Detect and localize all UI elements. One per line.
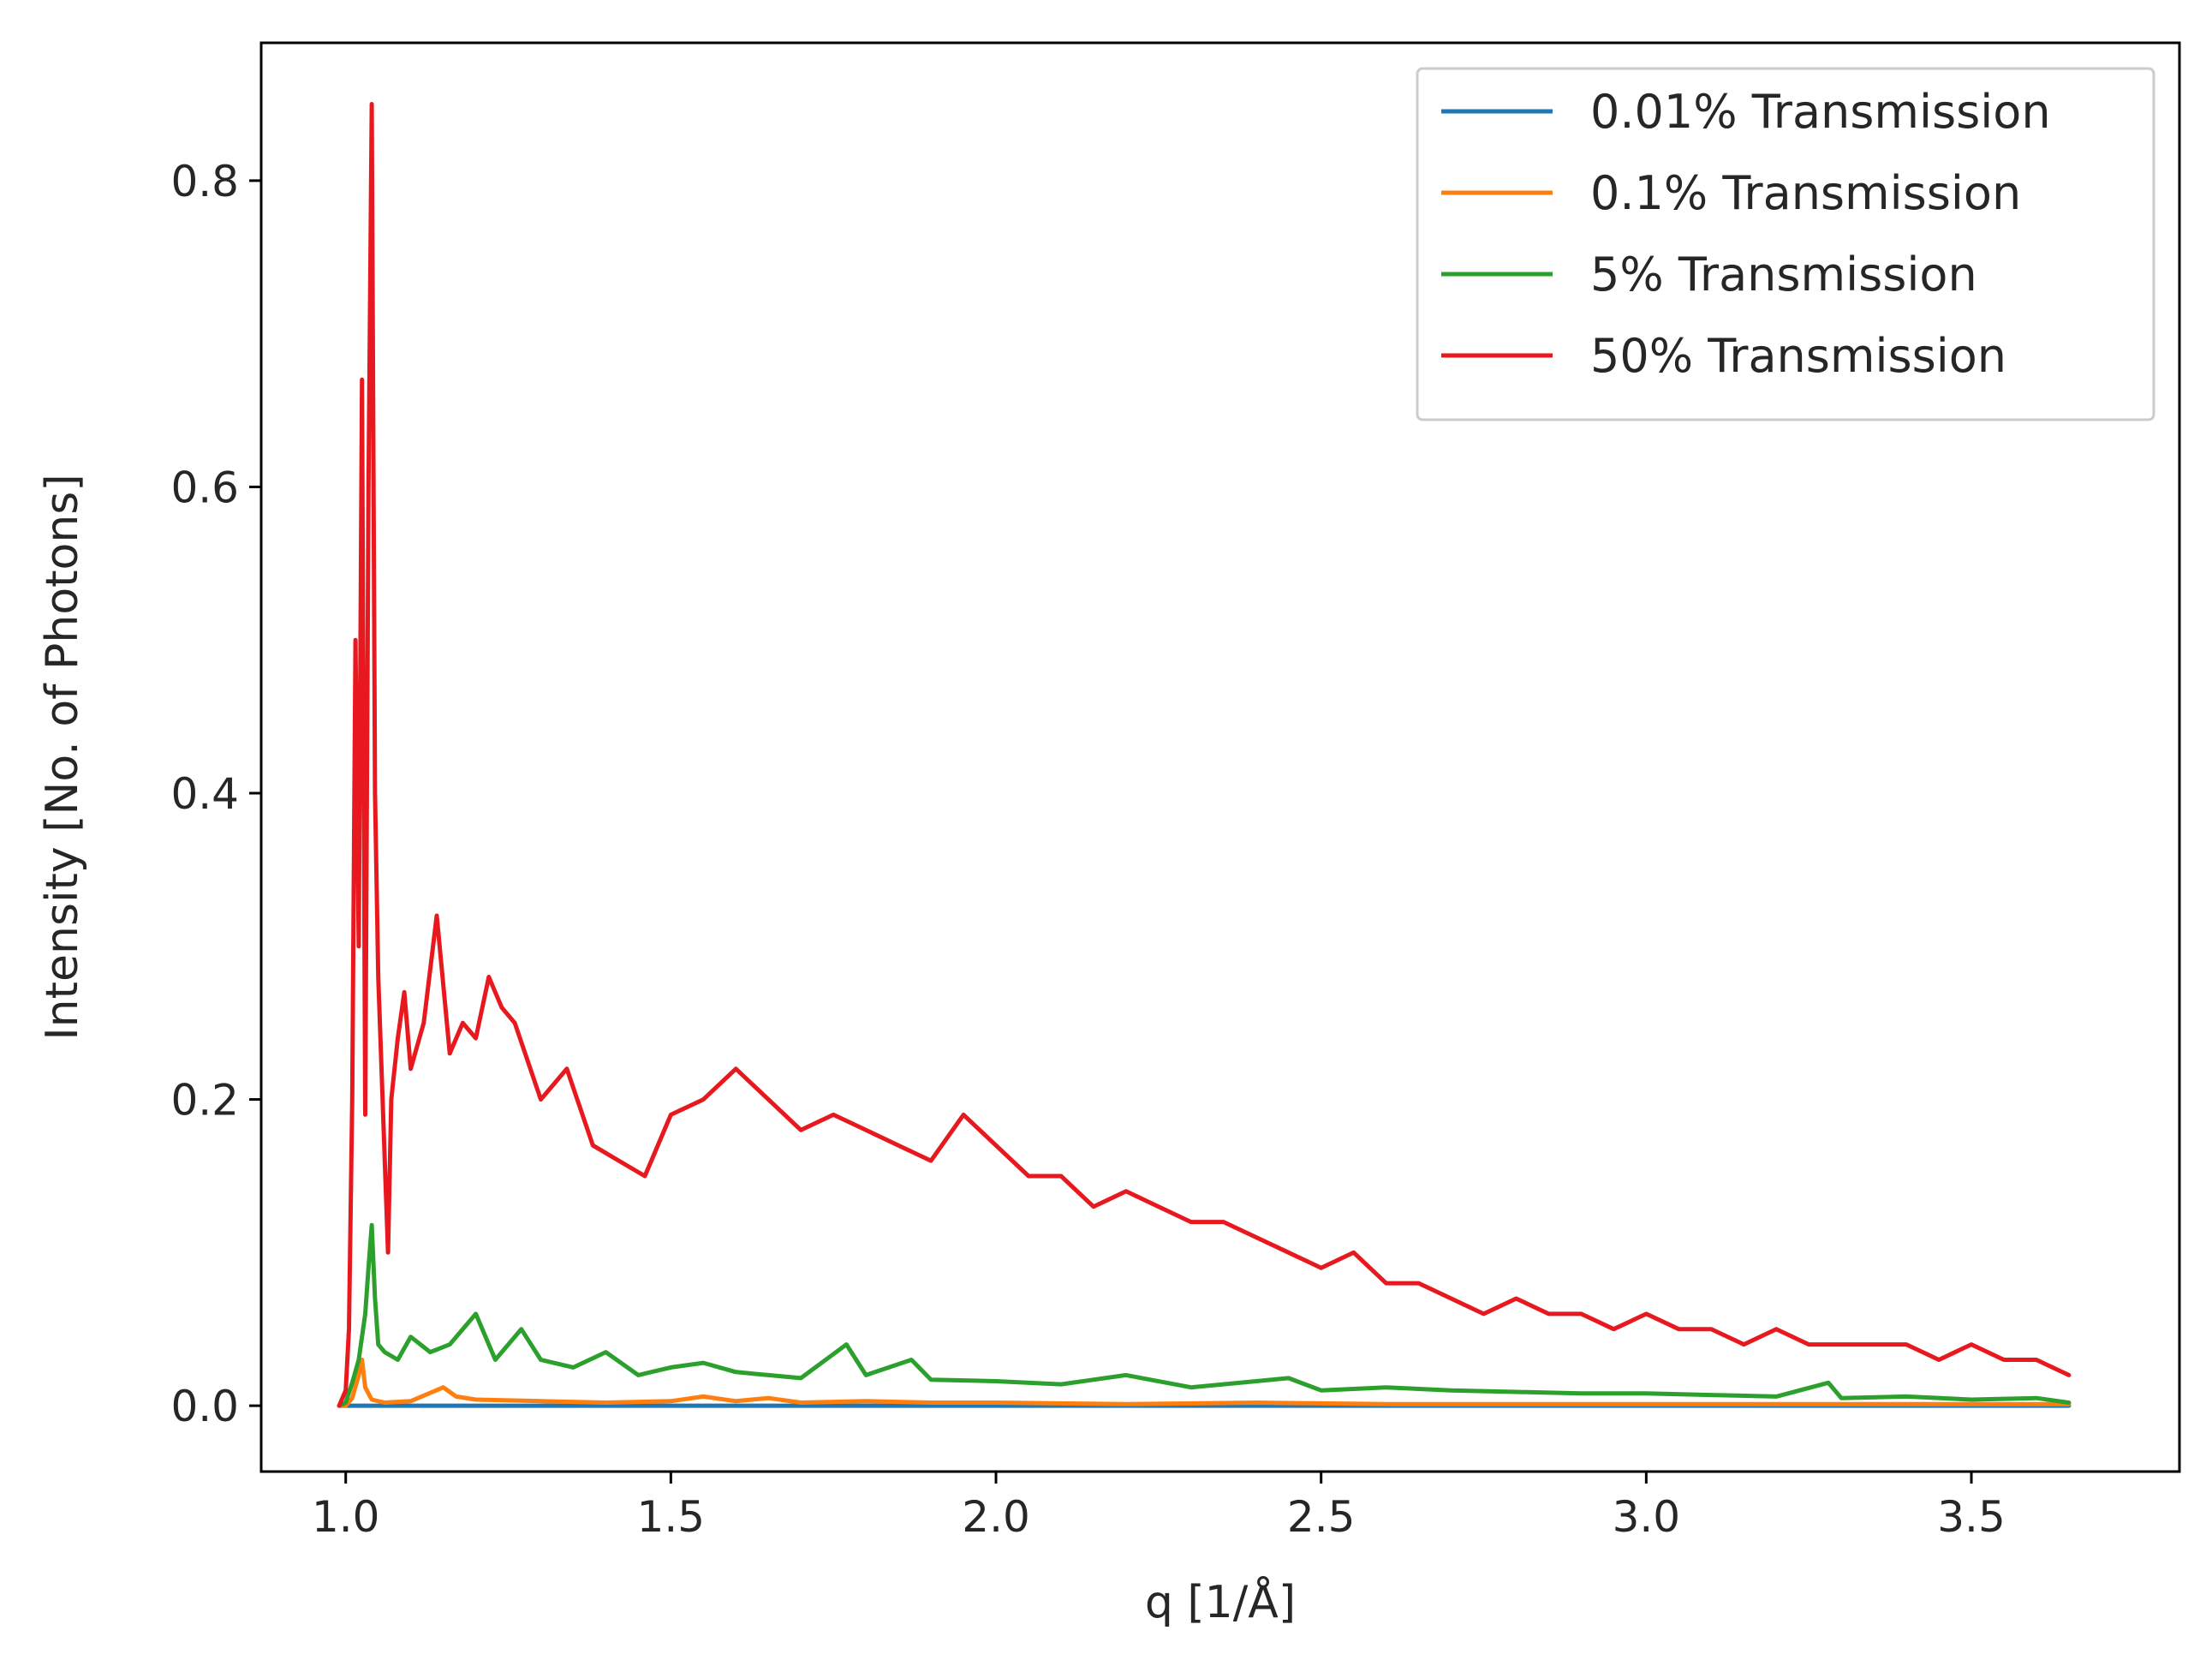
plot-area-frame [259,41,2181,1473]
y-tick-label: 0.8 [170,157,239,206]
y-tick-label: 0.2 [170,1076,239,1126]
legend-label: 50% Transmission [1590,329,2006,383]
legend-label: 0.1% Transmission [1590,166,2021,220]
x-tick-label: 3.0 [1613,1492,1681,1542]
series-line-2 [337,1222,2072,1408]
legend-label: 0.01% Transmission [1590,85,2051,139]
y-axis-label: Intensity [No. of Photons] [37,474,88,1040]
series-layer [337,102,2072,1408]
y-axis-ticks: 0.0 0.2 0.4 0.6 0.8 [170,157,261,1431]
legend-label: 5% Transmission [1590,248,1977,302]
x-tick-label: 2.5 [1287,1492,1356,1542]
legend-box [1416,67,2155,421]
y-tick-label: 0.0 [170,1382,239,1431]
x-tick-label: 2.0 [962,1492,1030,1542]
x-tick-label: 1.0 [312,1492,380,1542]
series-line-3 [337,102,2072,1408]
y-tick-label: 0.6 [170,463,239,512]
x-axis-ticks: 1.0 1.5 2.0 2.5 3.0 3.5 [312,1472,2006,1542]
series-line-1 [337,1358,2072,1408]
x-axis-label: q [1/Å] [1145,1575,1296,1628]
legend-items: 0.01% Transmission 0.1% Transmission 5% Tr… [1441,85,2051,383]
legend: 0.01% Transmission 0.1% Transmission 5% Tr… [1416,67,2155,421]
y-tick-label: 0.4 [170,769,239,819]
x-tick-label: 1.5 [637,1492,706,1542]
x-tick-label: 3.5 [1937,1492,2006,1542]
